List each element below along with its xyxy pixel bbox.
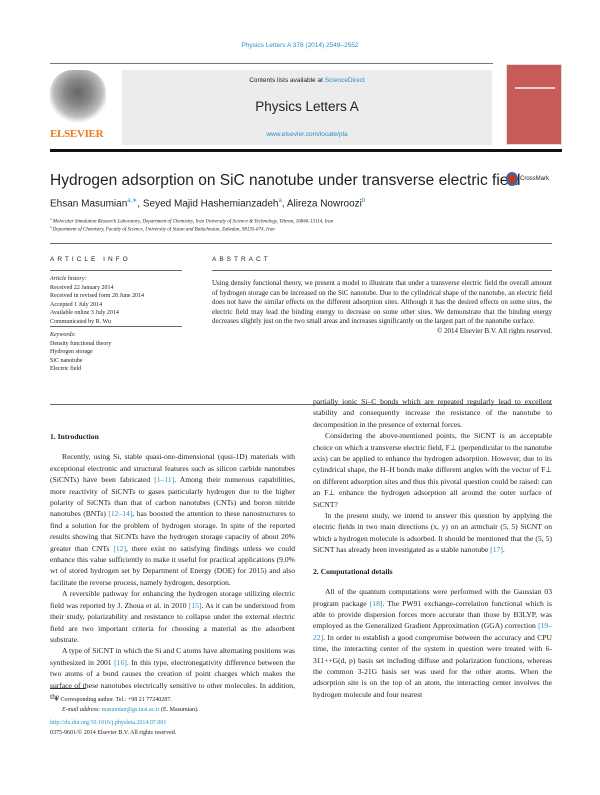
journal-url-link[interactable]: www.elsevier.com/locate/pla [266, 131, 348, 138]
article-info-heading: ARTICLE INFO [50, 256, 131, 263]
author-affil-link[interactable]: b [361, 198, 366, 204]
publisher-name: ELSEVIER [50, 128, 104, 140]
issn-copyright: 0375-9601/© 2014 Elsevier B.V. All right… [50, 729, 177, 736]
elsevier-logo: ELSEVIER [50, 70, 108, 145]
journal-title: Physics Letters A [255, 99, 359, 114]
corresponding-author: ∗ Corresponding author. Tel.: +98 21 772… [54, 697, 172, 703]
history-label: Article history: [50, 276, 87, 282]
doi-link[interactable]: http://dx.doi.org/10.1016/j.physleta.201… [50, 720, 167, 726]
paragraph: Recently, using Si, stable quasi-one-dim… [50, 452, 296, 587]
history-item: Available online 3 July 2014 [50, 310, 119, 316]
crossmark-button[interactable]: CrossMark [506, 172, 549, 186]
keyword: SiC nanotube [50, 357, 83, 364]
right-column: partially ionic Si–C bonds which are rep… [313, 396, 552, 700]
footnote-divider [50, 688, 86, 689]
author-name: Alireza Nowroozi [286, 198, 362, 210]
section-heading: 2. Computational details [313, 566, 393, 576]
paragraph: partially ionic Si–C bonds which are rep… [313, 397, 552, 429]
footnotes: ∗ Corresponding author. Tel.: +98 21 772… [50, 696, 295, 738]
keyword: Electric field [50, 366, 82, 372]
crossmark-icon [506, 172, 518, 186]
keywords: Keywords: Density functional theory Hydr… [50, 331, 185, 374]
abstract: Using density functional theory, we pres… [212, 279, 552, 337]
author-affil-link[interactable]: a,∗ [127, 198, 138, 204]
divider [212, 270, 552, 271]
author-name: Seyed Majid Hashemianzadeh [142, 198, 279, 210]
section-heading: 1. Introduction [50, 432, 99, 441]
keyword: Hydrogen storage [50, 349, 93, 355]
paragraph: In the present study, we intend to answe… [313, 511, 552, 555]
email-link[interactable]: masumian@gs.iust.ac.ir [101, 706, 160, 713]
affiliation: a Molecular Simulation Research Laborato… [50, 217, 334, 225]
header-divider [50, 149, 562, 152]
article-title: Hydrogen adsorption on SiC nanotube unde… [50, 172, 521, 189]
author-list: Ehsan Masumiana,∗, Seyed Majid Hashemian… [50, 198, 366, 210]
article-history: Article history: Received 22 January 201… [50, 275, 185, 326]
divider [50, 63, 493, 64]
paragraph: A type of SiCNT in which the Si and C at… [50, 646, 295, 701]
citation-link[interactable]: [12–14] [108, 509, 133, 519]
divider [50, 404, 552, 405]
citation-link[interactable]: [1–11] [154, 475, 175, 485]
divider [50, 243, 552, 244]
affiliation: b Department of Chemistry, Faculty of Sc… [50, 225, 275, 233]
history-item: Accepted 1 July 2014 [50, 301, 103, 308]
citation-link[interactable]: [12] [113, 543, 126, 553]
paragraph: A reversible pathway for enhancing the h… [50, 589, 296, 644]
left-column: 1. Introduction Recently, using Si, stab… [50, 431, 295, 702]
contents-line: Contents lists available at ScienceDirec… [122, 77, 492, 84]
elsevier-tree-icon [50, 70, 106, 126]
paragraph: Considering the above-mentioned points, … [313, 431, 552, 509]
crossmark-label: CrossMark [520, 176, 550, 182]
citation-link[interactable]: [17] [490, 545, 503, 555]
paragraph: All of the quantum computations were per… [313, 587, 552, 699]
divider [50, 270, 182, 271]
author-name: Ehsan Masumian [50, 198, 128, 210]
journal-reference[interactable]: Physics Letters A 378 (2014) 2549–2552 [241, 42, 359, 49]
history-item: Communicated by R. Wu [50, 318, 111, 325]
citation-link[interactable]: [15] [188, 600, 202, 610]
journal-header: Contents lists available at ScienceDirec… [122, 70, 492, 145]
author-affil-link[interactable]: a [278, 198, 282, 204]
citation-link[interactable]: [16] [114, 657, 127, 667]
citation-link[interactable]: [19–22] [313, 621, 552, 642]
sciencedirect-link[interactable]: ScienceDirect [324, 77, 365, 84]
abstract-copyright: © 2014 Elsevier B.V. All rights reserved… [436, 326, 552, 335]
divider [50, 326, 182, 327]
journal-cover-image [506, 64, 562, 145]
keyword: Density functional theory [50, 340, 112, 347]
citation-link[interactable]: [18] [369, 598, 383, 608]
contents-prefix: Contents lists available at [249, 77, 325, 84]
email-line: E-mail address: masumian@gs.iust.ac.ir (… [62, 706, 199, 713]
history-item: Received in revised form 28 June 2014 [50, 293, 144, 299]
abstract-heading: ABSTRACT [212, 256, 271, 263]
keywords-label: Keywords: [50, 332, 76, 338]
abstract-text: Using density functional theory, we pres… [212, 279, 552, 326]
history-item: Received 22 January 2014 [50, 284, 114, 291]
